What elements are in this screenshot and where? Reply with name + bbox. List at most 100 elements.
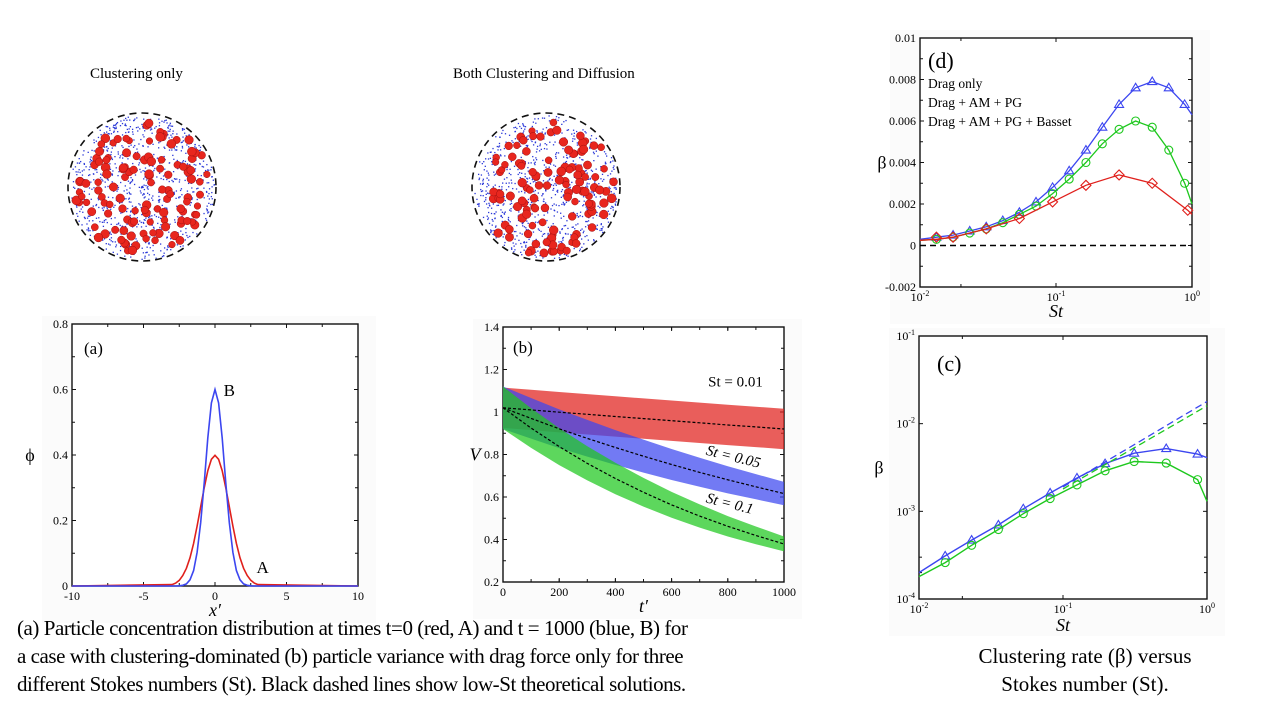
tracer-dot <box>103 221 105 223</box>
tracer-dot <box>564 232 567 235</box>
x-axis-label: St <box>1049 301 1064 321</box>
tracer-dot <box>576 212 578 215</box>
tracer-dot <box>552 184 555 187</box>
tracer-dot <box>129 214 131 217</box>
tracer-dot <box>522 132 524 134</box>
tracer-dot <box>130 210 132 212</box>
tracer-dot <box>162 178 165 181</box>
tracer-dot <box>152 199 154 201</box>
tracer-dot <box>139 159 141 161</box>
tracer-dot <box>211 191 213 194</box>
tracer-dot <box>172 154 174 157</box>
chart-b-variance: 0 200 400 600 800 1000 0.2 0.4 0.6 0.8 1 1.2 1.4 t′ V (… <box>470 319 802 619</box>
particle-dot <box>145 137 154 145</box>
tracer-dot <box>181 215 183 217</box>
tracer-dot <box>189 164 191 166</box>
tracer-dot <box>538 229 541 231</box>
tracer-dot <box>518 211 520 213</box>
tracer-dot <box>604 161 607 163</box>
tracer-dot <box>554 141 556 143</box>
tracer-dot <box>192 191 194 193</box>
tracer-dot <box>205 190 208 193</box>
triangle-marker <box>1017 503 1029 513</box>
domain-boundary <box>471 112 621 262</box>
tracer-dot <box>613 168 615 170</box>
tracer-dot <box>521 233 523 235</box>
particle-scatter-clustering-diffusion <box>471 112 621 262</box>
particle-dot <box>549 225 559 235</box>
tracer-dot <box>518 140 520 143</box>
tracer-dot <box>105 219 107 221</box>
tracer-dot <box>167 246 169 248</box>
tracer-dot <box>144 167 147 169</box>
tracer-dot <box>111 173 113 175</box>
tracer-dot <box>192 231 194 234</box>
tracer-dot <box>166 207 168 209</box>
scatter-title-clustering: Clustering only <box>90 66 183 82</box>
particle-dot <box>113 134 122 144</box>
tracer-dot <box>202 160 205 162</box>
tracer-dot <box>491 161 493 163</box>
tracer-dot <box>181 194 183 196</box>
tracer-dot <box>132 146 135 148</box>
tracer-dot <box>517 168 519 171</box>
tracer-dot <box>496 204 498 207</box>
tracer-dot <box>176 178 178 180</box>
y-tick-label: -0.002 <box>885 280 916 294</box>
tracer-dot <box>531 140 533 143</box>
tracer-dot <box>143 188 146 191</box>
tracer-dot <box>171 125 174 127</box>
tracer-dot <box>110 240 112 242</box>
tracer-dot <box>138 203 140 205</box>
tracer-dot <box>103 146 106 148</box>
tracer-dot <box>589 146 591 148</box>
diamond-marker <box>980 223 993 235</box>
tracer-dot <box>561 189 564 191</box>
circle-marker <box>1193 475 1203 485</box>
tracer-dot <box>488 179 490 181</box>
tracer-dot <box>210 203 212 206</box>
panel-label: (b) <box>513 338 533 357</box>
tracer-dot <box>493 213 495 215</box>
tracer-dot <box>91 188 93 190</box>
tracer-dot <box>574 163 576 165</box>
tracer-dot <box>134 174 137 176</box>
x-tick-label: -10 <box>64 589 80 603</box>
tracer-dot <box>109 244 111 246</box>
tracer-dot <box>485 203 488 205</box>
tracer-dot <box>493 174 496 176</box>
tracer-dot <box>565 201 568 203</box>
tracer-dot <box>564 224 567 227</box>
triangle-marker <box>1047 181 1059 191</box>
tracer-dot <box>140 221 142 224</box>
tracer-dot <box>158 118 160 120</box>
tracer-dot <box>595 137 598 140</box>
tracer-dot <box>521 246 523 248</box>
tracer-dot <box>175 149 178 151</box>
tracer-dot <box>488 192 490 195</box>
tracer-dot <box>509 168 511 170</box>
tracer-dot <box>537 228 540 230</box>
tracer-dot <box>502 129 504 132</box>
circle-marker <box>965 228 975 238</box>
tracer-dot <box>498 185 500 188</box>
particle-dot <box>87 207 97 217</box>
tracer-dot <box>571 140 574 142</box>
tracer-dot <box>176 244 179 246</box>
tracer-dot <box>184 179 186 182</box>
tracer-dot <box>153 254 155 256</box>
tracer-dot <box>500 215 502 217</box>
tracer-dot <box>498 145 501 147</box>
tracer-dot <box>543 198 545 200</box>
tracer-dot <box>111 181 113 183</box>
particle-dot <box>552 125 562 135</box>
tracer-dot <box>179 245 182 248</box>
tracer-dot <box>171 179 173 182</box>
tracer-dot <box>140 187 143 189</box>
tracer-dot <box>121 145 123 147</box>
circle-marker <box>1180 178 1190 188</box>
tracer-dot <box>75 171 77 173</box>
tracer-dot <box>164 147 166 150</box>
tracer-dot <box>167 245 169 247</box>
tracer-dot <box>167 130 169 132</box>
